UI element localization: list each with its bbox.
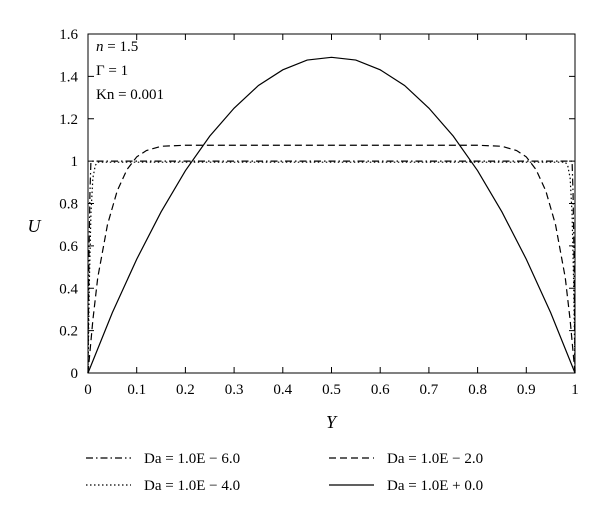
x-tick-label: 0.2: [176, 382, 195, 398]
x-tick-label: 0.7: [420, 382, 439, 398]
legend-label: Da = 1.0E + 0.0: [387, 478, 483, 494]
x-tick-label: 0.9: [517, 382, 536, 398]
y-tick-label: 0.4: [59, 281, 78, 297]
x-tick-label: 0.5: [322, 382, 341, 398]
legend-label: Da = 1.0E − 2.0: [387, 451, 483, 467]
x-tick-label: 0.3: [225, 382, 244, 398]
series-line-dashed: [87, 144, 576, 374]
y-tick-label: 1.4: [59, 69, 78, 85]
x-tick-label: 0: [84, 382, 92, 398]
x-tick-label: 0.4: [273, 382, 292, 398]
x-tick-label: 0.8: [468, 382, 487, 398]
series-line-dotted: [87, 161, 576, 374]
y-tick-label: 1.2: [59, 112, 78, 128]
x-tick-label: 0.6: [371, 382, 390, 398]
x-tick-label: 1: [571, 382, 579, 398]
legend-label: Da = 1.0E − 6.0: [144, 451, 240, 467]
y-tick-label: 0: [71, 366, 79, 382]
y-tick-label: 1: [71, 154, 79, 170]
annotation-text: Kn = 0.001: [96, 87, 164, 103]
plot-frame: [87, 33, 576, 374]
x-axis-title: Y: [326, 412, 338, 432]
legend-label: Da = 1.0E − 4.0: [144, 478, 240, 494]
y-axis-title: U: [28, 216, 42, 236]
y-tick-label: 0.8: [59, 197, 78, 213]
y-tick-label: 1.6: [59, 27, 78, 43]
annotation-text: n = 1.5: [96, 39, 138, 55]
y-tick-label: 0.2: [59, 324, 78, 340]
annotation-text: Γ = 1: [96, 63, 128, 79]
series-line-solid: [87, 56, 576, 374]
y-tick-label: 0.6: [59, 239, 78, 255]
series-line-dash-dot: [87, 160, 576, 374]
x-tick-label: 0.1: [127, 382, 146, 398]
